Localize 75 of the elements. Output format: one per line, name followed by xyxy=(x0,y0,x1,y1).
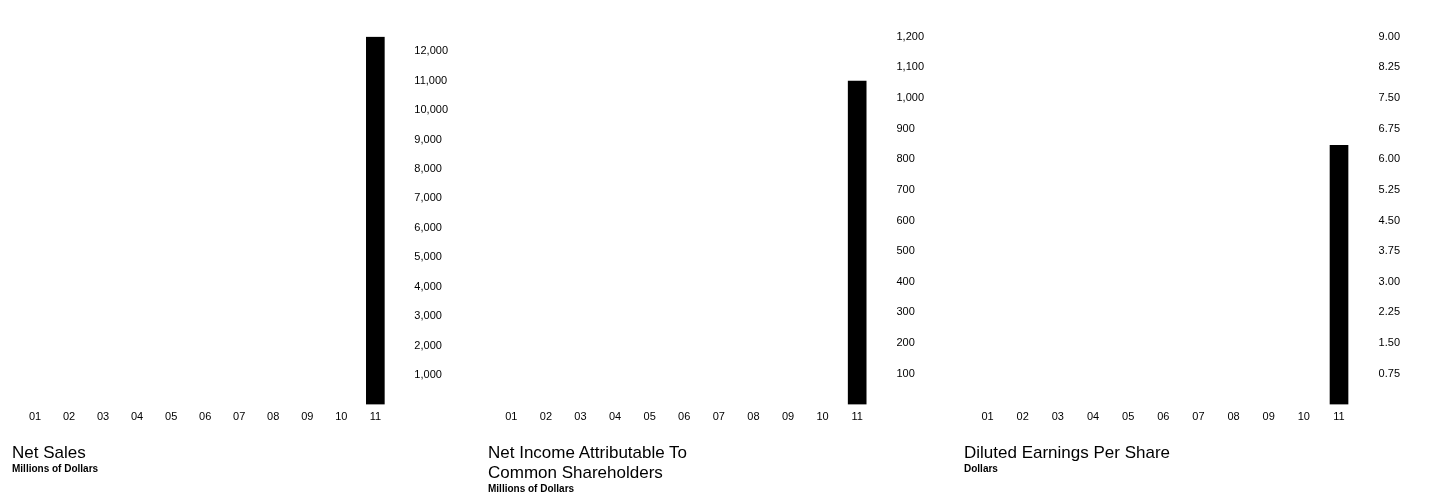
y-tick-label: 9.00 xyxy=(1378,29,1401,42)
y-tick-label: 0.75 xyxy=(1378,366,1401,379)
x-tick-label: 02 xyxy=(1016,410,1029,423)
y-tick-label: 100 xyxy=(896,366,915,379)
x-tick-label: 04 xyxy=(1086,410,1100,423)
x-tick-label: 07 xyxy=(712,410,725,423)
y-tick-label: 3.75 xyxy=(1378,244,1401,257)
y-tick-label: 5,000 xyxy=(414,250,442,263)
x-tick-label: 06 xyxy=(1157,410,1170,423)
x-tick-label: 11 xyxy=(369,410,382,423)
y-tick-label: 8,000 xyxy=(414,162,442,175)
y-tick-label: 6.75 xyxy=(1378,121,1401,134)
text: Dollars xyxy=(964,463,999,474)
x-tick-label: 09 xyxy=(781,410,795,423)
x-tick-label: 07 xyxy=(233,410,246,423)
text: Diluted Earnings Per Share xyxy=(964,443,1171,463)
x-tick-label: 03 xyxy=(96,410,110,423)
text: Net Income Attributable To Common Shareholders xyxy=(488,443,689,483)
y-tick-label: 6,000 xyxy=(414,220,442,233)
y-tick-label: 7,000 xyxy=(414,191,442,204)
text: Millions of Dollars xyxy=(12,463,100,474)
x-tick-label: 03 xyxy=(574,410,587,423)
y-tick-label: 600 xyxy=(896,213,915,226)
y-tick-label: 1,000 xyxy=(896,90,924,103)
y-tick-label: 11,000 xyxy=(414,73,448,86)
x-tick-label: 04 xyxy=(130,410,144,423)
y-tick-label: 500 xyxy=(896,244,915,257)
y-tick-label: 6.00 xyxy=(1378,152,1401,165)
x-tick-label: 02 xyxy=(62,410,76,423)
y-tick-label: 200 xyxy=(896,336,915,349)
y-tick-label: 900 xyxy=(896,121,915,134)
x-tick-label: 08 xyxy=(1227,410,1240,423)
x-tick-label: 11 xyxy=(1333,410,1345,423)
y-tick-label: 300 xyxy=(896,305,915,318)
x-tick-label: 03 xyxy=(1051,410,1064,423)
y-tick-label: 1,000 xyxy=(414,368,442,381)
y-tick-label: 3.00 xyxy=(1378,274,1401,287)
y-tick-label: 12,000 xyxy=(414,44,449,57)
y-tick-label: 3,000 xyxy=(414,309,442,322)
x-tick-label: 07 xyxy=(1192,410,1205,423)
x-tick-label: 10 xyxy=(335,410,348,423)
x-tick-label: 04 xyxy=(608,410,622,423)
x-tick-label: 05 xyxy=(165,410,178,423)
x-tick-label: 01 xyxy=(505,410,518,423)
y-tick-label: 4,000 xyxy=(414,279,442,292)
x-tick-label: 09 xyxy=(1262,410,1275,423)
text: Net Sales xyxy=(12,443,87,463)
y-tick-label: 2,000 xyxy=(414,338,442,351)
y-tick-label: 1,100 xyxy=(896,60,924,73)
y-tick-label: 1,200 xyxy=(896,29,924,42)
y-tick-label: 7.50 xyxy=(1378,90,1401,103)
y-tick-label: 2.25 xyxy=(1378,305,1401,318)
x-tick-label: 10 xyxy=(816,410,829,423)
x-tick-label: 01 xyxy=(981,410,994,423)
y-tick-label: 400 xyxy=(896,274,915,287)
y-tick-label: 5.25 xyxy=(1378,182,1401,195)
x-tick-label: 09 xyxy=(301,410,314,423)
y-tick-label: 1.50 xyxy=(1378,336,1401,349)
x-tick-label: 05 xyxy=(643,410,656,423)
y-tick-label: 8.25 xyxy=(1378,60,1401,73)
x-tick-label: 06 xyxy=(678,410,691,423)
text: Millions of Dollars xyxy=(488,483,576,494)
y-tick-label: 800 xyxy=(896,152,915,165)
y-tick-label: 10,000 xyxy=(414,103,449,116)
x-tick-label: 01 xyxy=(28,410,42,423)
y-tick-label: 700 xyxy=(896,182,915,195)
x-tick-label: 11 xyxy=(851,410,863,423)
x-tick-label: 05 xyxy=(1122,410,1135,423)
x-tick-label: 10 xyxy=(1297,410,1310,423)
y-tick-label: 9,000 xyxy=(414,132,442,145)
x-tick-label: 02 xyxy=(539,410,553,423)
x-tick-label: 08 xyxy=(747,410,760,423)
x-tick-label: 08 xyxy=(267,410,280,423)
x-tick-label: 06 xyxy=(199,410,212,423)
y-tick-label: 4.50 xyxy=(1378,213,1401,226)
